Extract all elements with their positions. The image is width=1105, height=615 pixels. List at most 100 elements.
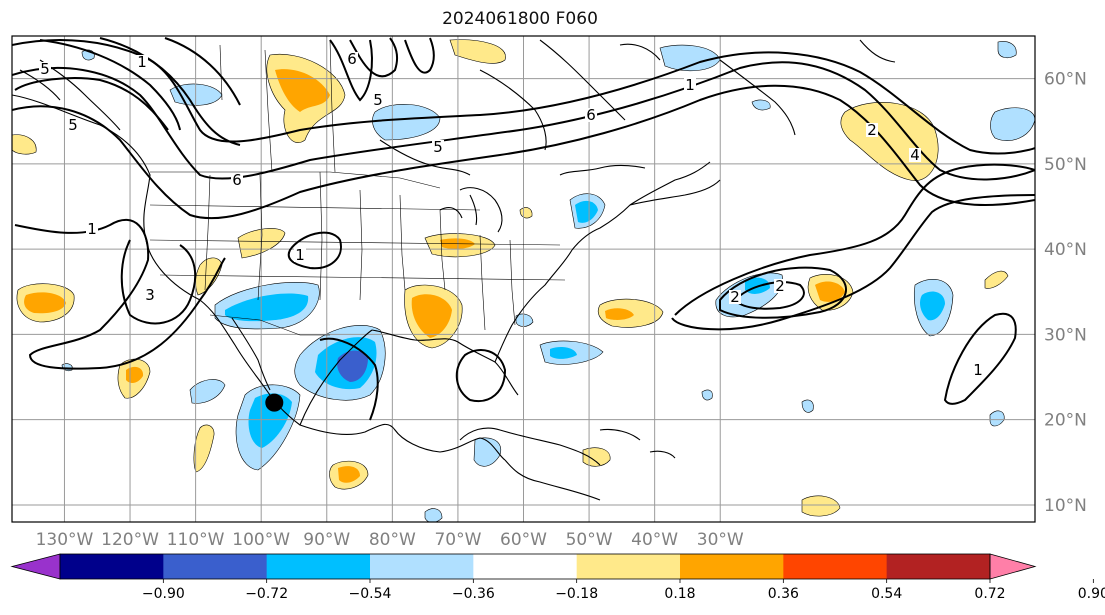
colorbar-tick-label: 0.90 [1078,586,1105,602]
contour-label: 2 [867,121,877,139]
location-marker [265,393,284,412]
contour-label-bg [684,78,696,92]
contour-label: 4 [910,146,920,164]
contour-label-bg [729,290,741,304]
positive-anomaly-core [605,308,634,320]
latitude-label: 40°N [1044,240,1087,260]
contour-label: 3 [145,286,155,304]
positive-anomaly-area [195,257,223,296]
contour-label: 2 [730,288,740,306]
negative-anomaly-area [515,313,534,327]
map-title: 2024061800 F060 [442,9,598,29]
contour-label: 6 [347,50,357,68]
longitude-label: 30°W [697,530,744,550]
longitude-label: 130°W [36,530,94,550]
negative-anomaly-core [920,291,945,321]
latitude-labels: 10°N 20°N 30°N 40°N 50°N 60°N [1044,70,1087,516]
longitude-label: 90°W [303,530,350,550]
latitude-label: 60°N [1044,70,1087,90]
colorbar [10,553,1037,580]
negative-anomaly-area [751,99,771,111]
negative-anomaly-area [424,508,443,522]
latitude-label: 30°N [1044,325,1087,345]
contour-labels: 5 6 5 1 6 5 6 1 3 1 2 2 4 1 5 2 1 [39,50,984,379]
negative-anomaly-area [989,410,1005,427]
latitude-label: 10°N [1044,496,1087,516]
negative-anomaly-area [659,44,721,72]
colorbar-tick-label: 0.72 [974,586,1005,602]
contour-label: 6 [586,106,596,124]
contour-line [349,37,399,78]
colorbar-segment [783,554,888,579]
colorbar-segment [886,554,991,579]
contour-label-bg [39,62,51,76]
positive-anomaly-area [984,270,1009,289]
latitude-label: 50°N [1044,155,1087,175]
longitude-labels: 130°W 120°W 110°W 100°W 90°W 80°W 70°W 60°W 50°W… [36,530,744,550]
contour-line [39,39,181,131]
colorbar-frame [59,553,991,580]
negative-anomaly-core [337,350,368,382]
longitude-label: 100°W [232,530,290,550]
contour-line [164,37,241,106]
contour-label: 5 [373,91,383,109]
graticule-grid [12,36,1035,522]
contour-label-bg [231,173,243,187]
contour-label-bg [585,108,597,122]
contour-label: 1 [685,76,695,94]
contour-label: 5 [40,60,50,78]
latitude-label: 20°N [1044,411,1087,431]
positive-anomaly-core [411,294,452,338]
contour-label: 1 [973,361,983,379]
contour-label-bg [372,93,384,107]
longitude-label: 70°W [434,530,481,550]
positive-anomaly-area [801,495,841,517]
negative-anomaly-core [575,200,598,223]
contour-label-bg [774,279,786,293]
contour-label-bg [346,52,358,66]
contour-label-bg [67,118,79,132]
negative-anomaly-area [61,363,73,372]
contour-label-bg [144,288,156,302]
colorbar-tick-label: 0.18 [664,586,695,602]
colorbar-tick-label: −0.36 [452,586,495,602]
colorbar-tick-label: −0.90 [142,586,185,602]
colorbar-tick-label: −0.72 [245,586,288,602]
contour-label-bg [294,248,306,262]
contour-line [943,312,1017,405]
colorbar-segment [60,554,164,579]
map-frame [11,35,1036,523]
contour-label: 1 [87,220,97,238]
colorbar-segment [473,554,578,579]
political-borders [149,39,566,336]
contour-line [404,37,435,74]
negative-anomaly-area [997,41,1017,59]
contour-line [319,337,379,421]
colorbar-tick-label: −0.54 [349,586,392,602]
positive-anomaly-core [815,281,845,302]
negative-anomaly-area [372,103,441,141]
colorbar-extend-high [989,553,1037,580]
positive-anomaly-area [193,424,215,473]
coastlines [12,39,896,501]
colorbar-extend-low [10,553,61,580]
negative-anomaly-core [550,347,577,359]
contour-label: 1 [295,246,305,264]
longitude-label: 50°W [566,530,613,550]
contour-line [14,77,169,131]
longitude-label: 80°W [369,530,416,550]
positive-anomaly-area [519,207,533,219]
positive-anomaly-area [12,134,37,155]
colorbar-tick-labels: −0.90 −0.72 −0.54 −0.36 −0.18 0.18 0.36 0.54 0.7… [142,579,1105,602]
negative-anomaly-core [225,293,309,322]
contour-line [287,231,342,270]
contour-line [12,39,1035,155]
contour-label: 5 [433,138,443,156]
negative-anomaly-area [473,437,502,467]
contour-line [674,163,1035,316]
negative-anomaly-area [801,399,814,413]
contour-label-bg [136,55,148,69]
colorbar-segment [576,554,681,579]
contour-label: 1 [137,53,147,71]
contour-line [329,39,373,102]
